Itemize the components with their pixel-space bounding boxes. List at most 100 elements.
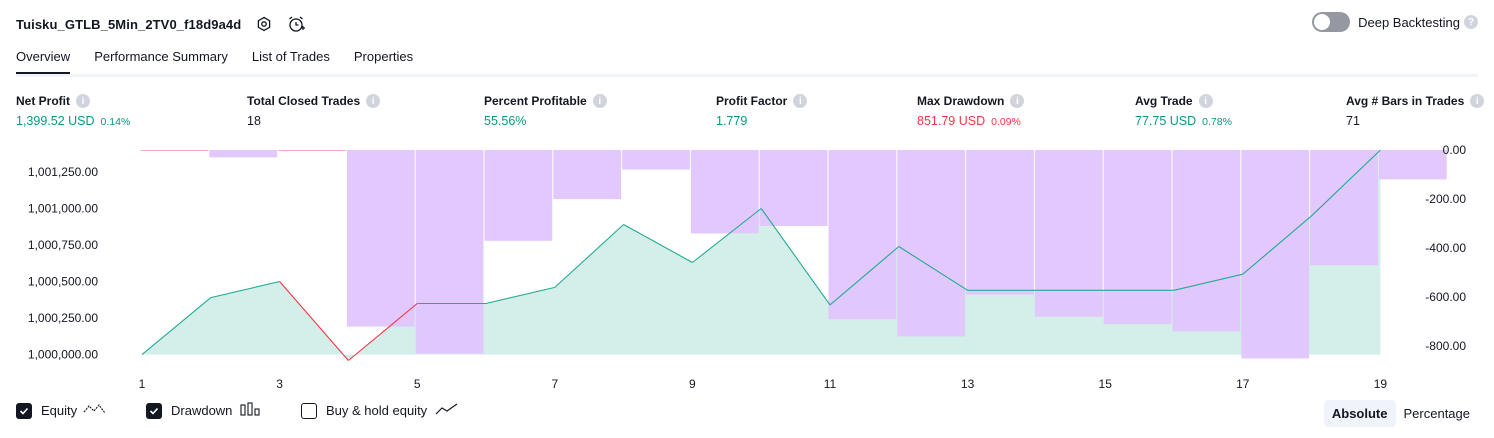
right-axis-tick-label: -600.00 <box>1425 290 1466 304</box>
x-axis-tick-label: 19 <box>1374 377 1388 391</box>
info-icon[interactable]: i <box>1010 94 1025 108</box>
left-axis-tick-label: 1,000,750.00 <box>28 238 98 252</box>
x-axis-tick-label: 7 <box>551 377 558 391</box>
deep-backtesting: Deep Backtesting ? <box>1312 12 1478 32</box>
drawdown-bar <box>1310 150 1378 266</box>
metric-percent: 0.14% <box>100 116 131 128</box>
drawdown-bar <box>828 150 897 320</box>
equity-line-segment <box>279 281 349 361</box>
equity-line-segment <box>554 224 624 288</box>
tab-overview[interactable]: Overview <box>16 44 71 74</box>
percentage-button[interactable]: Percentage <box>1403 406 1471 421</box>
info-icon[interactable]: i <box>366 94 381 108</box>
info-icon[interactable]: i <box>1470 94 1485 108</box>
deep-backtesting-label: Deep Backtesting <box>1358 14 1460 30</box>
alarm-add-icon[interactable] <box>285 13 307 35</box>
left-axis-tick-label: 1,000,500.00 <box>28 275 98 289</box>
metric-value: 1.779 <box>716 114 748 128</box>
deep-backtesting-toggle[interactable] <box>1312 12 1351 32</box>
drawdown-bar <box>1172 150 1241 332</box>
metric-percent-profitable: Percent Profitable i 55.56% <box>484 94 607 128</box>
equity-line-segment <box>141 297 212 356</box>
x-axis-tick-label: 11 <box>824 377 837 391</box>
legend-equity[interactable]: Equity <box>16 402 107 419</box>
legend-label: Drawdown <box>171 403 233 418</box>
drawdown-bar <box>140 150 209 151</box>
drawdown-bar <box>278 150 346 151</box>
metric-avg-bars: Avg # Bars in Trades i 71 <box>1346 94 1485 128</box>
drawdown-bar <box>1378 150 1447 180</box>
equity-line-segment <box>1242 215 1312 275</box>
right-axis-tick-label: -800.00 <box>1425 339 1466 353</box>
absolute-button[interactable]: Absolute <box>1323 400 1396 427</box>
equity-line-segment <box>760 208 831 306</box>
help-icon[interactable]: ? <box>1464 15 1478 29</box>
checkbox-checked-icon[interactable] <box>16 402 32 419</box>
drawdown-bar <box>1241 150 1310 359</box>
header: Tuisku_GTLB_5Min_2TV0_f18d9a4d Deep Back… <box>16 10 1478 38</box>
drawdown-bar <box>1103 150 1172 325</box>
metric-value: 71 <box>1346 114 1360 128</box>
metric-label: Max Drawdown <box>917 94 1005 108</box>
equity-line-segment <box>485 286 555 305</box>
legend-buy-hold[interactable]: Buy & hold equity <box>301 402 459 419</box>
equity-line-icon <box>83 402 107 419</box>
drawdown-bar <box>553 150 622 200</box>
legend-drawdown[interactable]: Drawdown <box>146 402 260 419</box>
drawdown-bar <box>484 150 553 241</box>
equity-line-segment <box>829 246 900 306</box>
tab-bar: Overview Performance Summary List of Tra… <box>16 44 1478 77</box>
equity-drawdown-chart: 1,000,000.00 1,000,250.00 1,000,500.00 1,00… <box>28 143 1467 391</box>
metric-value: 55.56% <box>484 114 527 128</box>
drawdown-bar <box>897 150 966 337</box>
tab-performance-summary[interactable]: Performance Summary <box>94 49 228 64</box>
metric-label: Total Closed Trades <box>247 94 361 108</box>
drawdown-bar <box>759 150 828 226</box>
metric-max-drawdown: Max Drawdown i 851.79 USD 0.09% <box>917 94 1025 128</box>
x-axis-tick-label: 17 <box>1236 377 1250 391</box>
metric-value: 851.79 USD <box>917 114 986 128</box>
left-axis-tick-label: 1,001,000.00 <box>28 202 98 216</box>
tab-list-of-trades[interactable]: List of Trades <box>251 49 330 64</box>
equity-line-segment <box>623 224 693 263</box>
equity-line-segment <box>1173 273 1243 291</box>
metric-value: 1,399.52 USD <box>16 114 95 128</box>
equity-line-segment <box>692 208 762 263</box>
right-axis-tick-label: 0.00 <box>1443 143 1467 157</box>
right-axis-tick-label: -400.00 <box>1425 241 1466 255</box>
drawdown-bar <box>346 150 415 327</box>
x-axis-tick-label: 15 <box>1099 377 1113 391</box>
info-icon[interactable]: i <box>592 94 607 108</box>
drawdown-bar <box>209 150 278 158</box>
metric-label: Profit Factor <box>716 94 788 108</box>
settings-icon[interactable] <box>253 13 275 35</box>
x-axis-tick-label: 5 <box>414 377 421 391</box>
left-axis-tick-label: 1,000,250.00 <box>28 311 98 325</box>
bar-chart-icon <box>240 402 260 419</box>
equity-line-segment <box>348 303 418 361</box>
metric-label: Avg # Bars in Trades <box>1346 94 1465 108</box>
equity-line-segment <box>898 246 968 291</box>
metric-label: Net Profit <box>16 94 70 108</box>
left-axis-tick-label: 1,001,250.00 <box>28 165 98 179</box>
info-icon[interactable]: i <box>76 94 90 108</box>
tab-properties[interactable]: Properties <box>353 49 414 64</box>
drawdown-bar <box>415 150 484 354</box>
checkbox-checked-icon[interactable] <box>146 402 162 419</box>
metric-total-closed-trades: Total Closed Trades i 18 <box>247 94 381 128</box>
right-axis-tick-label: -200.00 <box>1425 192 1466 206</box>
checkbox-unchecked-icon[interactable] <box>301 402 317 419</box>
x-axis-tick-label: 13 <box>961 377 975 391</box>
info-icon[interactable]: i <box>793 94 808 108</box>
metric-percent: 0.09% <box>991 116 1021 128</box>
drawdown-bar <box>966 150 1034 295</box>
drawdown-bar <box>622 150 690 170</box>
buy-hold-line-icon <box>435 402 459 419</box>
info-icon[interactable]: i <box>1198 94 1213 108</box>
metric-label: Percent Profitable <box>484 94 587 108</box>
x-axis-tick-label: 3 <box>276 377 283 391</box>
metric-value: 77.75 USD <box>1135 114 1197 128</box>
metric-avg-trade: Avg Trade i 77.75 USD 0.78% <box>1135 94 1232 128</box>
x-axis-tick-label: 1 <box>139 377 146 391</box>
metric-net-profit: Net Profit i 1,399.52 USD 0.14% <box>16 94 130 128</box>
